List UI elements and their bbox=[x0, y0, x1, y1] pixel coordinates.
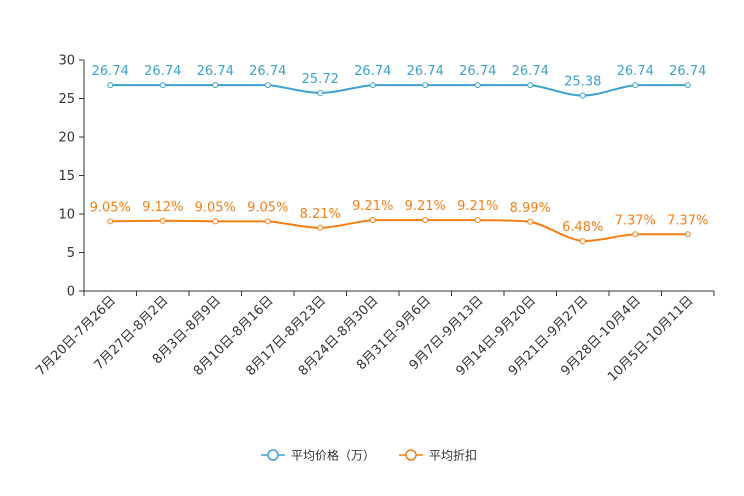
data-label: 26.74 bbox=[197, 64, 234, 79]
y-tick-label: 20 bbox=[58, 131, 75, 146]
series-line bbox=[110, 219, 688, 243]
data-label: 9.21% bbox=[352, 199, 393, 214]
data-point bbox=[107, 82, 114, 89]
legend-item-2[interactable]: 平均折扣 bbox=[399, 448, 477, 463]
data-label: 8.99% bbox=[510, 201, 551, 216]
data-label: 9.12% bbox=[142, 200, 183, 215]
data-point bbox=[317, 89, 324, 96]
data-label: 9.05% bbox=[247, 200, 288, 215]
data-label: 26.74 bbox=[669, 64, 706, 79]
data-point bbox=[369, 82, 376, 89]
data-point bbox=[317, 224, 324, 231]
data-label: 9.05% bbox=[90, 200, 131, 215]
data-label: 9.21% bbox=[405, 199, 446, 214]
y-tick-label: 25 bbox=[58, 92, 75, 107]
legend-item-1[interactable]: 平均价格（万） bbox=[261, 448, 375, 463]
data-point bbox=[212, 82, 219, 89]
data-label: 25.72 bbox=[302, 72, 339, 87]
data-point bbox=[159, 217, 166, 224]
data-label: 26.74 bbox=[617, 64, 654, 79]
y-tick-label: 15 bbox=[58, 169, 75, 184]
data-point bbox=[369, 217, 376, 224]
y-tick-label: 30 bbox=[58, 54, 75, 69]
data-point bbox=[159, 82, 166, 89]
y-tick-label: 0 bbox=[67, 285, 75, 300]
data-label: 26.74 bbox=[407, 64, 444, 79]
data-point bbox=[422, 82, 429, 89]
data-point bbox=[527, 218, 534, 225]
data-label: 7.37% bbox=[615, 213, 656, 228]
legend-marker-icon bbox=[267, 449, 279, 461]
data-label: 26.74 bbox=[459, 64, 496, 79]
data-label: 6.48% bbox=[562, 220, 603, 235]
data-point bbox=[212, 218, 219, 225]
y-tick-label: 5 bbox=[67, 246, 75, 261]
legend-label: 平均价格（万） bbox=[291, 448, 375, 463]
data-label: 26.74 bbox=[249, 64, 286, 79]
data-point bbox=[264, 218, 271, 225]
data-point bbox=[527, 82, 534, 89]
data-point bbox=[474, 82, 481, 89]
data-label: 26.74 bbox=[512, 64, 549, 79]
series-2: 9.05% 9.12% 9.05% 9.05% 8.21% 9.21% 9.21% 9.21%… bbox=[90, 199, 708, 245]
data-point bbox=[474, 217, 481, 224]
data-label: 9.21% bbox=[457, 199, 498, 214]
data-label: 26.74 bbox=[92, 64, 129, 79]
data-label: 7.37% bbox=[667, 213, 708, 228]
data-point bbox=[632, 82, 639, 89]
data-point bbox=[264, 82, 271, 89]
data-label: 8.21% bbox=[300, 207, 341, 222]
data-point bbox=[107, 218, 114, 225]
data-point bbox=[579, 92, 586, 99]
data-point bbox=[684, 82, 691, 89]
data-label: 9.05% bbox=[195, 200, 236, 215]
data-point bbox=[579, 238, 586, 245]
legend: 平均价格（万） 平均折扣 bbox=[261, 448, 477, 463]
series-layer: 26.74 26.74 26.74 26.74 25.72 26.74 26.74 26.74… bbox=[90, 64, 708, 245]
data-point bbox=[422, 217, 429, 224]
data-point bbox=[632, 231, 639, 238]
legend-label: 平均折扣 bbox=[429, 448, 477, 463]
y-tick-label: 10 bbox=[58, 208, 75, 223]
series-1: 26.74 26.74 26.74 26.74 25.72 26.74 26.74 26.74… bbox=[92, 64, 706, 99]
data-label: 25.38 bbox=[564, 75, 601, 90]
data-point bbox=[684, 231, 691, 238]
data-label: 26.74 bbox=[144, 64, 181, 79]
legend-marker-icon bbox=[405, 449, 417, 461]
series-line bbox=[110, 84, 688, 97]
data-label: 26.74 bbox=[354, 64, 391, 79]
